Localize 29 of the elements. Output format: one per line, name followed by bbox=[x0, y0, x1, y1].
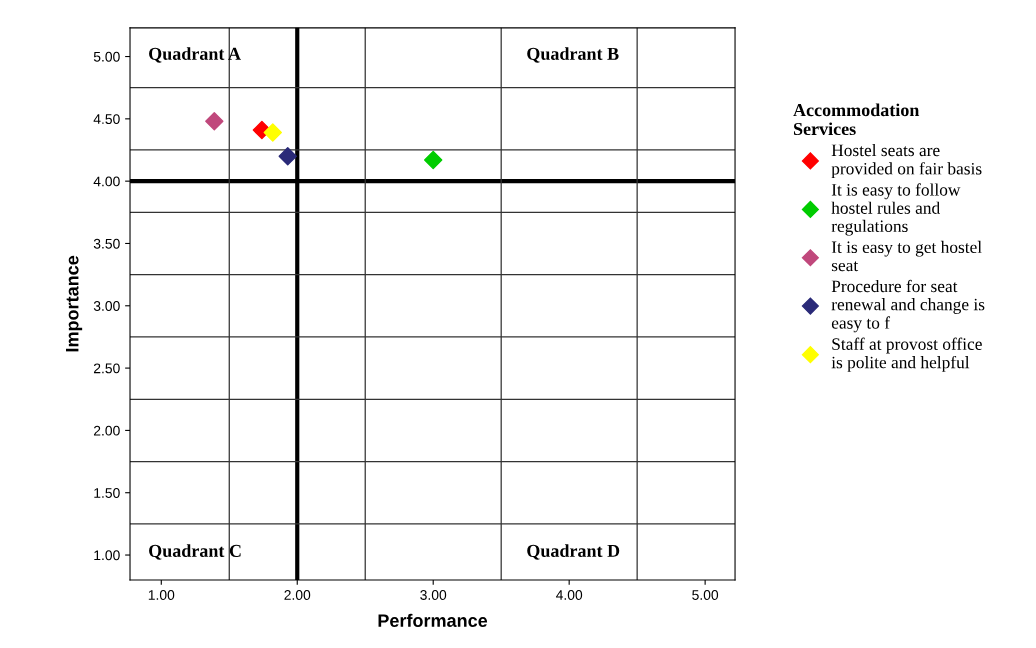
y-tick-label: 5.00 bbox=[93, 51, 120, 62]
y-tick-label: 2.00 bbox=[93, 425, 120, 436]
annotation: Quadrant D bbox=[527, 544, 620, 560]
x-tick-label: 2.00 bbox=[284, 590, 311, 600]
y-tick-label: 3.50 bbox=[93, 238, 120, 249]
x-axis-title: Performance bbox=[378, 613, 488, 627]
legend-label: Hostel seats are provided on fair basis bbox=[831, 143, 982, 179]
point bbox=[424, 150, 443, 170]
y-axis-title: Importance bbox=[65, 255, 83, 352]
legend-label: Staff at provost office is polite and helpful bbox=[831, 337, 982, 372]
legend-title: Accommodation Services bbox=[793, 103, 920, 136]
legend-label: It is easy to follow hostel rules and regulations bbox=[831, 183, 961, 236]
y-tick-label: 1.50 bbox=[94, 488, 120, 498]
y-tick-label: 1.00 bbox=[94, 550, 120, 561]
x-tick-label: 5.00 bbox=[692, 590, 719, 600]
point bbox=[205, 112, 224, 131]
x-tick-label: 1.00 bbox=[148, 590, 175, 600]
x-tick-label: 3.00 bbox=[420, 590, 447, 600]
annotation: Quadrant C bbox=[149, 544, 241, 560]
y-tick-label: 3.00 bbox=[93, 301, 120, 311]
y-tick-label: 4.50 bbox=[93, 114, 120, 125]
y-tick-label: 4.00 bbox=[93, 176, 120, 187]
point bbox=[278, 147, 297, 166]
legend-label: Procedure for seat renewal and change is easy to f bbox=[831, 279, 985, 333]
point bbox=[263, 123, 282, 142]
x-tick-label: 4.00 bbox=[555, 590, 583, 600]
annotation: Quadrant B bbox=[527, 47, 619, 63]
legend-label: It is easy to get hostel seat bbox=[831, 240, 982, 272]
y-tick-label: 2.50 bbox=[93, 363, 120, 374]
